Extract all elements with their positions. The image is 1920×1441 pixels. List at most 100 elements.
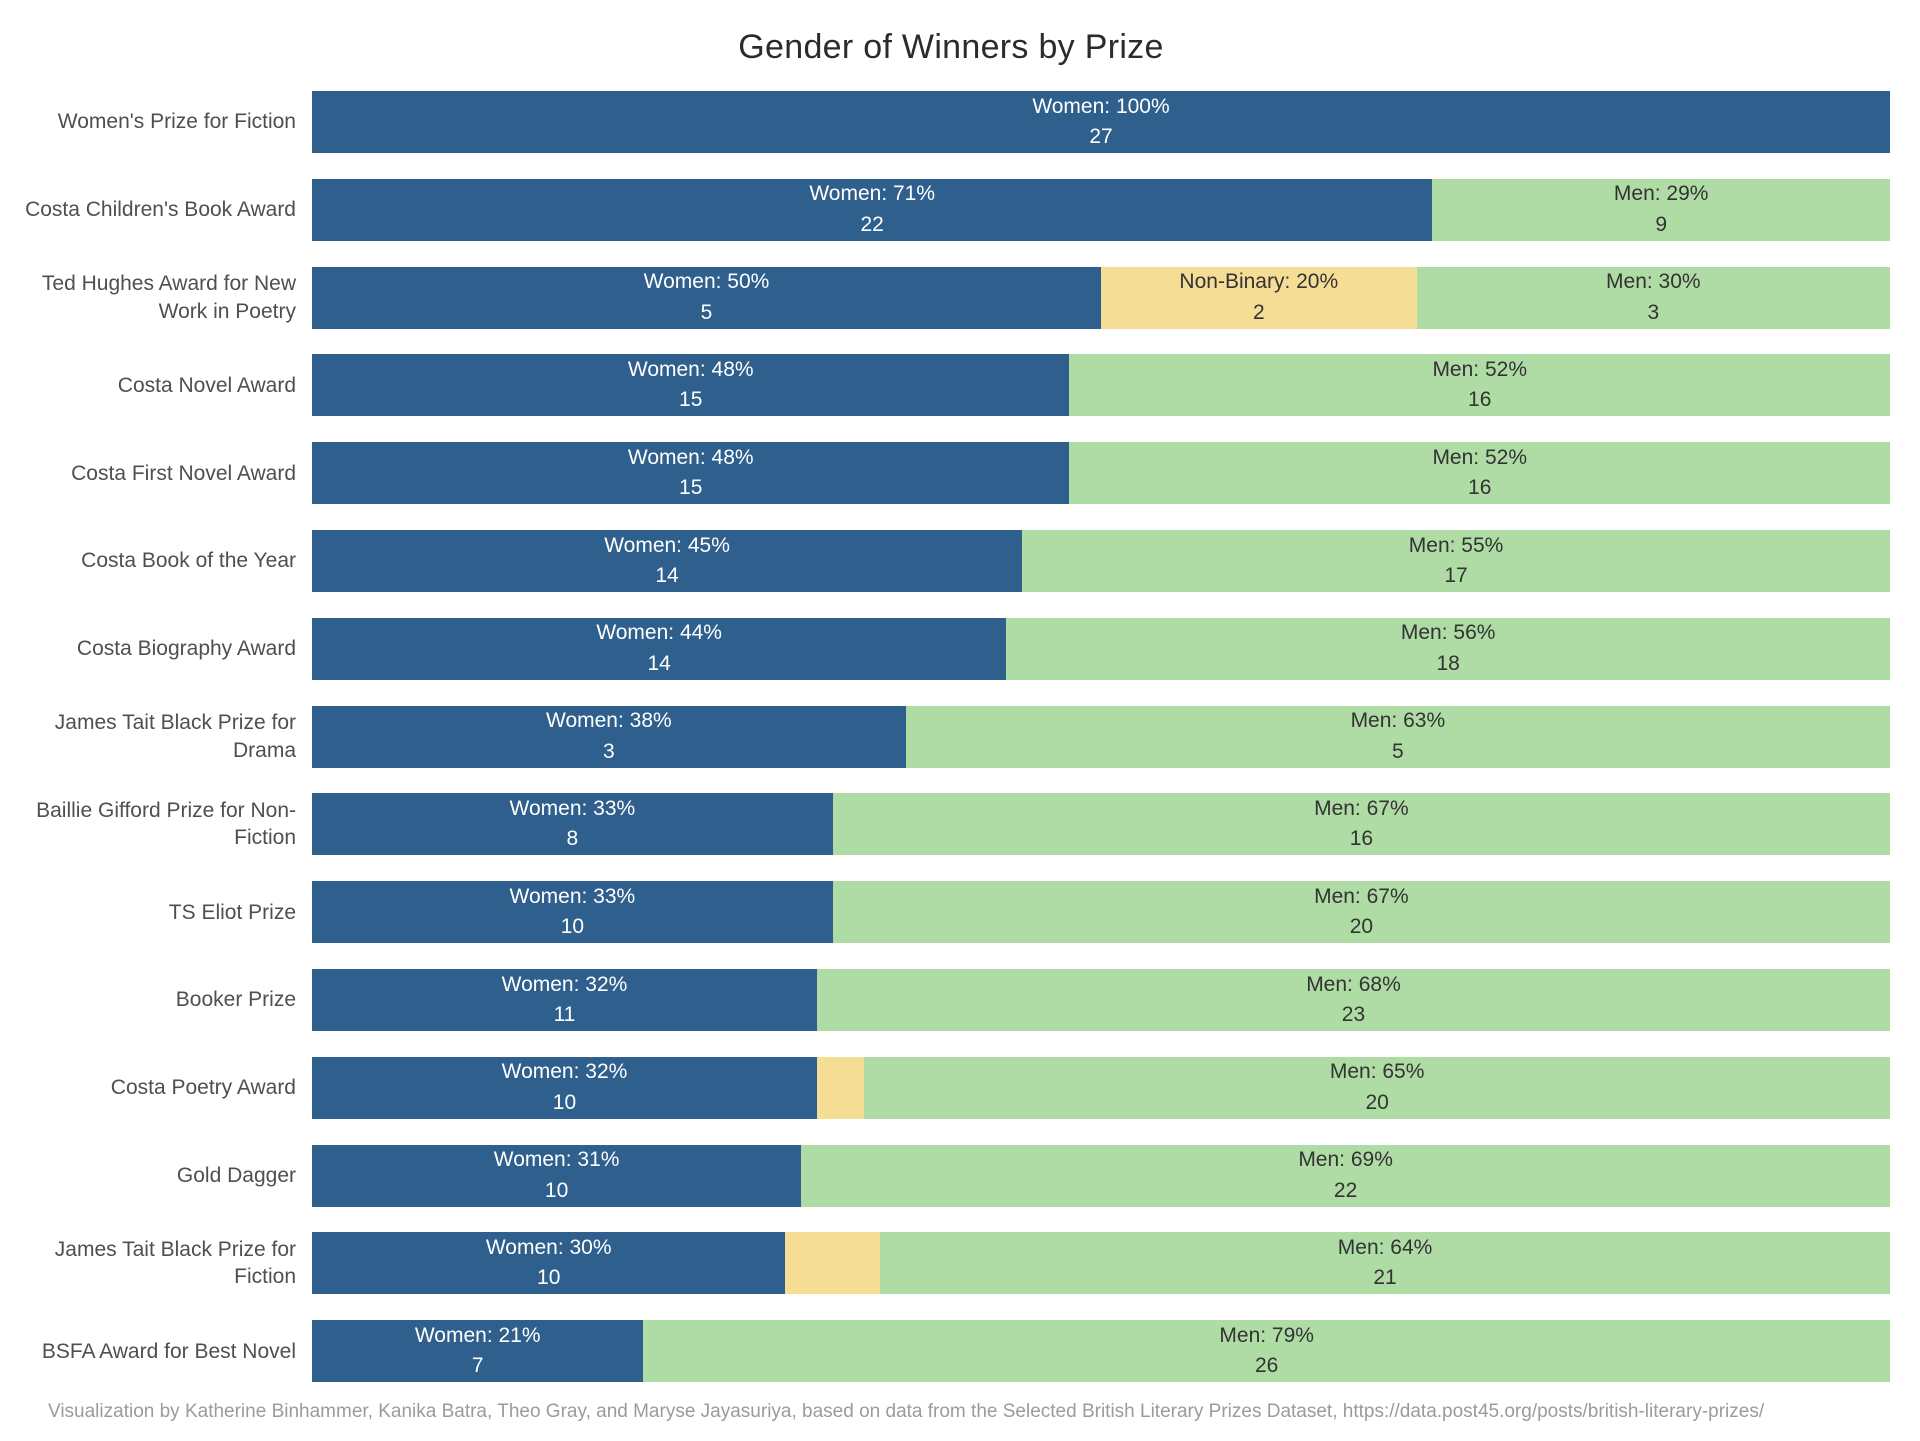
stacked-bar: Women: 38% 3 Men: 63% 5 <box>312 705 1890 768</box>
segment-label: Women: 32% <box>501 1060 628 1084</box>
segment-count: 21 <box>1373 1266 1397 1290</box>
chart-row: Booker Prize Women: 32% 11 Men: 68% 23 <box>12 968 1890 1031</box>
segment-label: Women: 33% <box>509 884 636 908</box>
segment-count: 26 <box>1255 1354 1279 1378</box>
segment-label: Men: 65% <box>1329 1060 1425 1084</box>
stacked-bar: Women: 21% 7 Men: 79% 26 <box>312 1320 1890 1383</box>
segment-men: Men: 64% 21 <box>880 1232 1891 1295</box>
segment-men: Men: 29% 9 <box>1432 178 1890 241</box>
segment-count: 15 <box>679 388 703 412</box>
segment-label: Women: 48% <box>627 445 754 469</box>
segment-label: Women: 45% <box>604 533 730 557</box>
segment-count: 10 <box>560 915 585 939</box>
segment-count: 10 <box>544 1178 569 1202</box>
segment-label: Men: 30% <box>1606 270 1701 294</box>
segment-women: Women: 32% 11 <box>312 968 817 1031</box>
segment-count: 16 <box>1468 388 1492 412</box>
stacked-bar: Women: 44% 14 Men: 56% 18 <box>312 617 1890 680</box>
prize-label: Costa Book of the Year <box>81 549 296 573</box>
stacked-bar: Women: 50% 5 Non-Binary: 20% 2 Men: 30% 3 <box>312 266 1890 329</box>
segment-label: Women: 32% <box>501 972 628 996</box>
segment-count: 8 <box>566 827 579 851</box>
segment-women: Women: 33% 10 <box>312 881 833 944</box>
segment-count: 7 <box>471 1354 484 1378</box>
chart-row: Baillie Gifford Prize for Non-Fiction Wom… <box>12 793 1890 856</box>
segment-label: Men: 63% <box>1350 709 1446 733</box>
segment-count: 14 <box>655 563 679 587</box>
segment-label: Men: 56% <box>1400 621 1496 645</box>
segment-men: Men: 69% 22 <box>801 1144 1890 1207</box>
segment-women: Women: 50% 5 <box>312 266 1101 329</box>
stacked-bar: Women: 71% 22 Men: 29% 9 <box>312 178 1890 241</box>
segment-women: Women: 33% 8 <box>312 793 833 856</box>
segment-men: Men: 67% 20 <box>832 881 1890 944</box>
segment-men: Men: 65% 20 <box>864 1056 1890 1119</box>
segment-label: Men: 67% <box>1314 884 1409 908</box>
segment-label: Men: 64% <box>1337 1236 1433 1260</box>
prize-label: James Tait Black Prize for Fiction <box>54 1238 296 1289</box>
segment-women: Women: 31% 10 <box>312 1144 802 1207</box>
stacked-bar: Women: 48% 15 Men: 52% 16 <box>312 442 1890 505</box>
prize-label: Costa Biography Award <box>76 637 296 661</box>
chart-row: Costa Children's Book Award Women: 71% 22 M… <box>12 178 1890 241</box>
chart-title: Gender of Winners by Prize <box>738 28 1164 66</box>
segment-label: Men: 68% <box>1306 972 1401 996</box>
segment-men: Men: 68% 23 <box>816 968 1890 1031</box>
stacked-bar: Women: 31% 10 Men: 69% 22 <box>312 1144 1890 1207</box>
segment-men: Men: 30% 3 <box>1416 266 1890 329</box>
segment-count: 14 <box>647 651 671 675</box>
stacked-bar: Women: 48% 15 Men: 52% 16 <box>312 354 1890 417</box>
segment-count: 9 <box>1655 212 1668 236</box>
segment-women: Women: 45% 14 <box>312 529 1023 592</box>
segment-label: Men: 52% <box>1432 445 1527 469</box>
segment-count: 2 <box>1252 300 1265 324</box>
segment-label: Women: 31% <box>493 1148 620 1172</box>
segment-label: Women: 21% <box>414 1323 541 1347</box>
segment-women: Women: 48% 15 <box>312 354 1070 417</box>
segment-label: Women: 50% <box>643 270 770 294</box>
segment-count: 15 <box>679 476 703 500</box>
segment-count: 20 <box>1365 1090 1389 1114</box>
segment-count: 20 <box>1349 915 1374 939</box>
segment-count: 16 <box>1468 476 1492 500</box>
segment-non-binary: Non-Binary: 20% 2 <box>1101 266 1417 329</box>
prize-label: Ted Hughes Award for New Work in Poetry <box>41 272 296 323</box>
segment-women: Women: 44% 14 <box>312 617 1007 680</box>
prize-label: Booker Prize <box>175 988 296 1012</box>
segment-women: Women: 48% 15 <box>312 442 1070 505</box>
segment-label: Women: 44% <box>596 621 722 645</box>
segment-non-binary <box>785 1232 881 1295</box>
segment-count: 18 <box>1436 651 1460 675</box>
segment-label: Women: 33% <box>509 797 636 821</box>
segment-label: Women: 100% <box>1032 94 1170 118</box>
segment-count: 22 <box>860 212 884 236</box>
segment-label: Men: 55% <box>1408 533 1504 557</box>
chart-row: TS Eliot Prize Women: 33% 10 Men: 67% 20 <box>12 881 1890 944</box>
stacked-bar: Women: 32% 11 Men: 68% 23 <box>312 968 1890 1031</box>
prize-label: Costa First Novel Award <box>71 461 296 485</box>
prize-label: Gold Dagger <box>176 1163 296 1187</box>
chart-row: Costa First Novel Award Women: 48% 15 Men: … <box>12 442 1890 505</box>
segment-men: Men: 52% 16 <box>1069 354 1890 417</box>
stacked-bar: Women: 33% 10 Men: 67% 20 <box>312 881 1890 944</box>
segment-label: Men: 52% <box>1432 358 1527 382</box>
segment-count: 10 <box>552 1090 577 1114</box>
segment-label: Men: 67% <box>1314 797 1409 821</box>
stacked-bar: Women: 30% 10 Men: 64% 21 <box>312 1232 1891 1295</box>
segment-label: Men: 69% <box>1298 1148 1393 1172</box>
segment-count: 3 <box>603 739 615 763</box>
chart-row: Costa Book of the Year Women: 45% 14 Men: 5… <box>12 529 1890 592</box>
prize-label: Baillie Gifford Prize for Non-Fiction <box>36 799 296 850</box>
segment-count: 17 <box>1444 563 1468 587</box>
segment-count: 23 <box>1341 1002 1366 1026</box>
segment-men: Men: 56% 18 <box>1006 617 1890 680</box>
stacked-bar: Women: 100% 27 <box>312 91 1890 153</box>
chart-row: Ted Hughes Award for New Work in Poetry W… <box>12 266 1890 329</box>
segment-men: Men: 55% 17 <box>1022 529 1890 592</box>
segment-count: 5 <box>1392 739 1404 763</box>
segment-count: 10 <box>537 1266 561 1290</box>
bar-chart: Women's Prize for Fiction Women: 100% 27 Co… <box>12 91 1891 1383</box>
segment-women: Women: 21% 7 <box>312 1320 644 1383</box>
segment-label: Women: 30% <box>485 1236 612 1260</box>
